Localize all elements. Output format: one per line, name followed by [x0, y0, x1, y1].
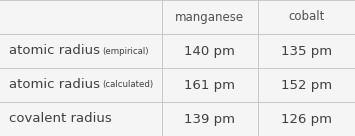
Text: (calculated): (calculated): [103, 81, 154, 89]
Text: covalent radius: covalent radius: [9, 112, 111, 126]
Text: atomic radius: atomic radius: [9, 78, 100, 92]
Text: 152 pm: 152 pm: [281, 78, 332, 92]
Text: 135 pm: 135 pm: [281, 44, 332, 58]
Text: (empirical): (empirical): [103, 47, 149, 55]
Text: atomic radius: atomic radius: [9, 44, 100, 58]
Text: 161 pm: 161 pm: [184, 78, 235, 92]
Text: manganese: manganese: [175, 10, 244, 24]
Text: 126 pm: 126 pm: [281, 112, 332, 126]
Text: 140 pm: 140 pm: [184, 44, 235, 58]
Text: 139 pm: 139 pm: [184, 112, 235, 126]
Text: cobalt: cobalt: [288, 10, 325, 24]
